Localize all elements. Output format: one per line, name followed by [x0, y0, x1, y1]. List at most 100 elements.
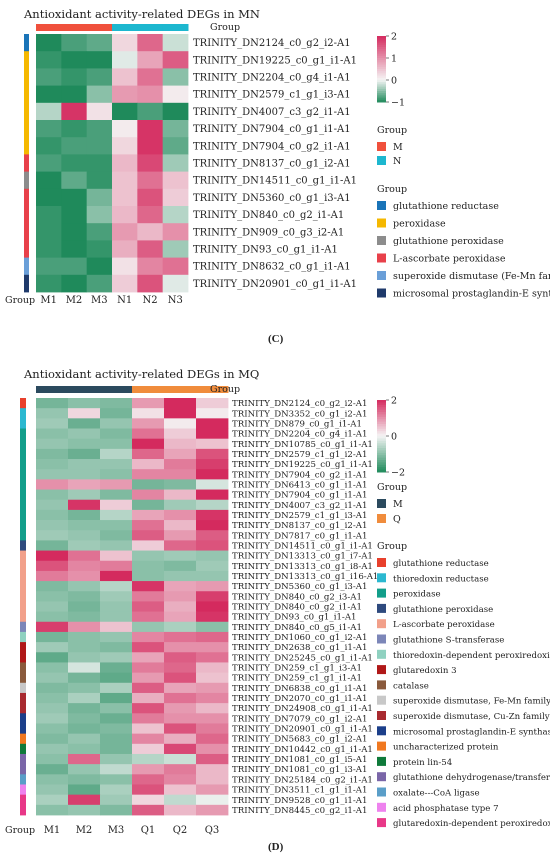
heatmap-cell: [164, 540, 197, 551]
heatmap-cell: [36, 257, 62, 276]
category-bar-cell: [20, 438, 26, 450]
heatmap-cell: [196, 459, 229, 470]
heatmap-cell: [132, 794, 165, 806]
heatmap-cell: [61, 68, 88, 86]
heatmap-cell: [164, 520, 197, 531]
heatmap-cell: [164, 621, 197, 633]
category-legend-swatch: [377, 772, 386, 782]
heatmap-cell: [196, 804, 229, 816]
heatmap-cell: [164, 469, 197, 480]
heatmap-cell: [100, 703, 133, 714]
heatmap-cell: [68, 398, 101, 409]
heatmap-cell: [164, 611, 197, 623]
heatmap-cell: [164, 560, 197, 572]
heatmap-cell: [196, 774, 229, 785]
heatmap-cell: [164, 733, 197, 745]
gene-label: TRINITY_DN7079_c0_g1_i2-A1: [232, 714, 367, 724]
heatmap-cell: [100, 672, 133, 684]
heatmap-cell: [100, 469, 133, 480]
heatmap-cell: [112, 240, 138, 258]
heatmap-cell: [36, 408, 69, 419]
heatmap-cell: [61, 257, 88, 276]
category-bar-cell: [20, 733, 26, 745]
heatmap-cell: [100, 804, 133, 816]
heatmap-cell: [36, 418, 69, 429]
group-band-label: Group: [210, 384, 240, 395]
category-bar-cell: [20, 743, 26, 755]
color-scale-segment: [377, 42, 386, 46]
gene-label: TRINITY_DN6838_c0_g1_i1-A1: [232, 684, 367, 694]
group-axis-label: Group: [5, 295, 35, 306]
heatmap-cell: [132, 408, 165, 419]
category-legend-swatch: [377, 288, 386, 298]
category-bar-cell: [20, 398, 26, 409]
heatmap-cell: [100, 560, 133, 572]
heatmap-cell: [86, 171, 113, 190]
group-legend-swatch: [377, 156, 386, 165]
color-scale-segment: [377, 436, 386, 439]
category-bar-cell: [20, 520, 26, 531]
gene-label: TRINITY_DN13313_c0_g1_i7-A1: [232, 552, 373, 562]
heatmap-cell: [36, 509, 69, 521]
heatmap-cell: [132, 621, 165, 633]
category-legend-swatch: [377, 756, 386, 766]
group-legend-swatch: [377, 499, 386, 508]
heatmap-cell: [36, 652, 69, 663]
heatmap-cell: [196, 418, 229, 429]
heatmap-cell: [196, 672, 229, 684]
heatmap-cell: [164, 408, 197, 419]
category-bar-cell: [20, 428, 26, 440]
heatmap-cell: [196, 662, 229, 674]
chart-title: Antioxidant activity-related DEGs in MN: [23, 7, 260, 21]
heatmap-cell: [36, 581, 69, 592]
heatmap-cell: [86, 120, 113, 138]
gene-label: TRINITY_DN7904_c0_g1_i1-A1: [193, 124, 351, 135]
heatmap-cell: [86, 85, 113, 104]
color-scale-segment: [377, 412, 386, 415]
heatmap-cell: [36, 398, 69, 409]
category-legend-title: Group: [377, 541, 407, 552]
heatmap-cell: [164, 550, 197, 562]
heatmap-cell: [68, 448, 101, 460]
category-legend-label: superoxide dismutase, Cu-Zn family: [393, 712, 550, 722]
heatmap-cell: [132, 418, 165, 429]
color-scale-segment: [377, 460, 386, 463]
color-scale-segment: [377, 448, 386, 451]
heatmap-cell: [36, 672, 69, 684]
heatmap-cell: [196, 611, 229, 623]
heatmap-cell: [132, 743, 165, 755]
heatmap-cell: [196, 560, 229, 572]
heatmap-cell: [36, 550, 69, 562]
heatmap-cell: [36, 631, 69, 643]
heatmap-cell: [68, 753, 101, 765]
chart-title: Antioxidant activity-related DEGs in MQ: [23, 367, 259, 381]
category-bar-cell: [24, 68, 29, 86]
category-legend-label: superoxide dismutase (Fe-Mn family): [393, 271, 550, 282]
category-bar-cell: [20, 764, 26, 775]
group-band-label: Group: [210, 22, 240, 33]
heatmap-cell: [196, 469, 229, 480]
category-bar-cell: [20, 784, 26, 796]
heatmap-cell: [61, 102, 88, 121]
category-legend-label: peroxidase: [393, 219, 446, 230]
heatmap-cell: [196, 682, 229, 694]
heatmap-cell: [137, 240, 164, 258]
sample-label: Q2: [173, 825, 188, 836]
heatmap-cell: [68, 611, 101, 623]
heatmap-cell: [100, 530, 133, 541]
heatmap-cell: [132, 753, 165, 765]
category-bar-cell: [20, 581, 26, 592]
category-legend-label: uncharacterized protein: [393, 743, 499, 753]
heatmap-cell: [36, 51, 62, 69]
heatmap-cell: [68, 764, 101, 775]
heatmap-cell: [132, 591, 165, 602]
heatmap-cell: [68, 530, 101, 541]
heatmap-cell: [36, 102, 62, 121]
heatmap-cell: [164, 530, 197, 541]
heatmap-cell: [36, 120, 62, 138]
gene-label: TRINITY_DN840_c0_g2_i1-A1: [193, 210, 344, 221]
heatmap-cell: [164, 570, 197, 582]
color-scale-segment: [377, 75, 386, 79]
group-band-cell: [137, 24, 164, 31]
